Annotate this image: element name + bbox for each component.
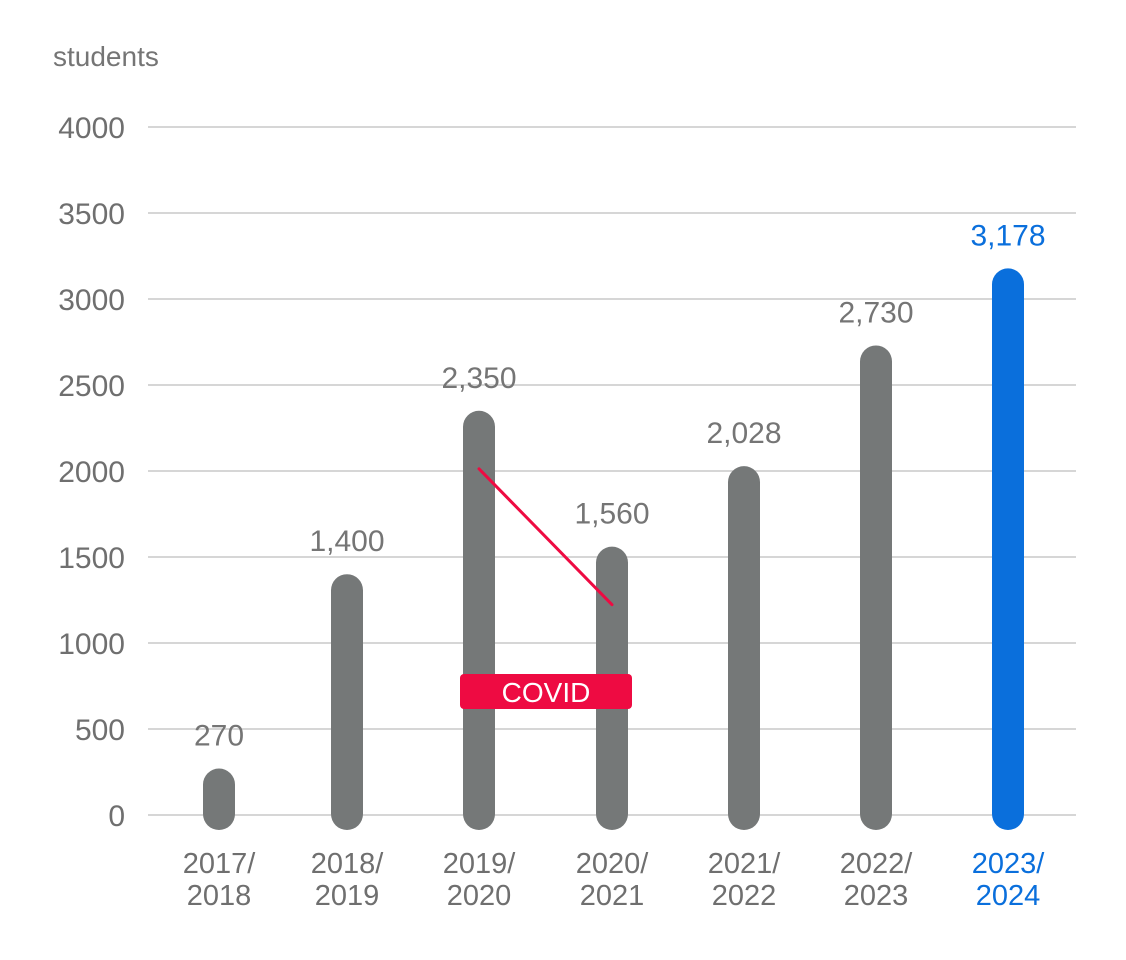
data-label-1: 1,400 bbox=[309, 525, 384, 558]
covid-line bbox=[477, 467, 614, 607]
data-label-5: 2,730 bbox=[838, 296, 913, 329]
x-tick-2-line1: 2019/ bbox=[443, 848, 517, 880]
x-tick-5-line2: 2023 bbox=[844, 880, 909, 912]
x-tick-6-line1: 2023/ bbox=[972, 848, 1046, 880]
covid-label: COVID bbox=[502, 677, 591, 708]
bar-5 bbox=[860, 345, 892, 830]
bar-1 bbox=[331, 574, 363, 830]
y-tick-4000: 4000 bbox=[58, 112, 125, 145]
y-tick-1000: 1000 bbox=[58, 628, 125, 661]
bar-2 bbox=[463, 410, 495, 830]
y-tick-3500: 3500 bbox=[58, 198, 125, 231]
x-tick-5-line1: 2022/ bbox=[840, 848, 914, 880]
x-tick-0-line2: 2018 bbox=[187, 880, 252, 912]
x-tick-2-line2: 2020 bbox=[447, 880, 512, 912]
bars bbox=[203, 268, 1024, 830]
y-tick-labels: 0 500 1000 1500 2000 2500 3000 3500 4000 bbox=[58, 112, 125, 833]
y-tick-500: 500 bbox=[75, 714, 125, 747]
y-tick-0: 0 bbox=[108, 800, 125, 833]
x-tick-labels: 2017/2018 2018/2019 2019/2020 2020/2021 2021… bbox=[183, 848, 1046, 912]
data-label-0: 270 bbox=[194, 720, 244, 753]
data-label-6: 3,178 bbox=[970, 219, 1045, 252]
covid-annotation: COVID bbox=[460, 467, 632, 709]
y-tick-1500: 1500 bbox=[58, 542, 125, 575]
x-tick-3-line2: 2021 bbox=[580, 880, 645, 912]
data-labels: 270 1,400 2,350 1,560 2,028 2,730 3,178 bbox=[194, 219, 1046, 752]
x-tick-4-line1: 2021/ bbox=[708, 848, 782, 880]
data-label-2: 2,350 bbox=[441, 362, 516, 395]
x-tick-1-line1: 2018/ bbox=[311, 848, 385, 880]
data-label-4: 2,028 bbox=[706, 417, 781, 450]
y-tick-2000: 2000 bbox=[58, 456, 125, 489]
y-axis-label: students bbox=[53, 41, 159, 72]
x-tick-3-line1: 2020/ bbox=[576, 848, 650, 880]
y-tick-2500: 2500 bbox=[58, 370, 125, 403]
x-tick-1-line2: 2019 bbox=[315, 880, 380, 912]
x-tick-6-line2: 2024 bbox=[976, 880, 1041, 912]
bar-6 bbox=[992, 268, 1024, 830]
bar-0 bbox=[203, 768, 235, 830]
gridlines bbox=[148, 126, 1076, 816]
covid-badge bbox=[460, 674, 632, 709]
x-tick-4-line2: 2022 bbox=[712, 880, 777, 912]
data-label-3: 1,560 bbox=[574, 498, 649, 531]
y-tick-3000: 3000 bbox=[58, 284, 125, 317]
x-tick-0-line1: 2017/ bbox=[183, 848, 257, 880]
bar-4 bbox=[728, 466, 760, 830]
